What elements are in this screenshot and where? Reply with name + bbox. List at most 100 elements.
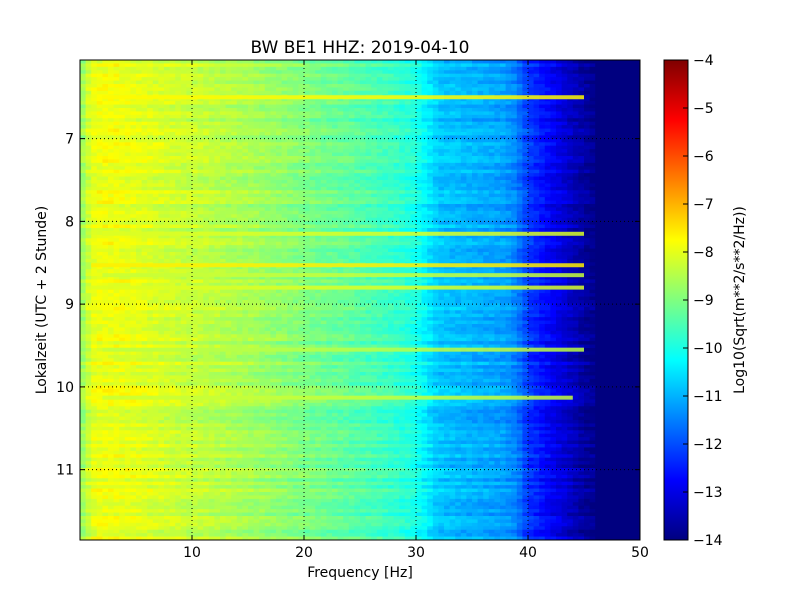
heatmap-cell xyxy=(130,200,137,205)
heatmap-cell xyxy=(326,210,333,215)
heatmap-cell xyxy=(309,66,316,71)
heatmap-cell xyxy=(556,80,563,85)
heatmap-cell xyxy=(416,97,423,102)
heatmap-cell xyxy=(500,104,507,109)
heatmap-cell xyxy=(416,80,423,85)
heatmap-cell xyxy=(483,142,490,147)
heatmap-cell xyxy=(522,114,529,119)
heatmap-cell xyxy=(623,80,630,85)
heatmap-cell xyxy=(572,149,579,154)
heatmap-cell xyxy=(522,204,529,209)
heatmap-cell xyxy=(192,200,199,205)
heatmap-cell xyxy=(113,152,120,157)
heatmap-cell xyxy=(628,121,635,126)
heatmap-cell xyxy=(259,162,266,167)
heatmap-cell xyxy=(141,214,148,219)
heatmap-cell xyxy=(164,138,171,143)
heatmap-cell xyxy=(600,135,607,140)
heatmap-cell xyxy=(556,162,563,167)
heatmap-cell xyxy=(124,173,131,178)
heatmap-cell xyxy=(220,180,227,185)
heatmap-cell xyxy=(444,204,451,209)
heatmap-cell xyxy=(332,180,339,185)
heatmap-cell xyxy=(169,190,176,195)
heatmap-cell xyxy=(572,210,579,215)
heatmap-cell xyxy=(460,114,467,119)
heatmap-cell xyxy=(550,228,557,233)
heatmap-cell xyxy=(192,77,199,82)
heatmap-cell xyxy=(505,135,512,140)
heatmap-cell xyxy=(483,224,490,229)
heatmap-cell xyxy=(80,217,87,222)
heatmap-cell xyxy=(309,84,316,89)
heatmap-cell xyxy=(505,132,512,137)
heatmap-cell xyxy=(589,97,596,102)
heatmap-cell xyxy=(203,228,210,233)
heatmap-cell xyxy=(617,94,624,99)
heatmap-cell xyxy=(91,180,98,185)
heatmap-cell xyxy=(410,217,417,222)
heatmap-cell xyxy=(270,149,277,154)
heatmap-cell xyxy=(214,228,221,233)
heatmap-cell xyxy=(488,149,495,154)
heatmap-cell xyxy=(460,73,467,78)
heatmap-cell xyxy=(80,221,87,226)
heatmap-cell xyxy=(432,97,439,102)
heatmap-cell xyxy=(96,80,103,85)
heatmap-cell xyxy=(365,77,372,82)
heatmap-cell xyxy=(276,162,283,167)
heatmap-cell xyxy=(231,149,238,154)
heatmap-cell xyxy=(421,228,428,233)
heatmap-cell xyxy=(494,118,501,123)
heatmap-cell xyxy=(208,214,215,219)
heatmap-cell xyxy=(180,193,187,198)
heatmap-cell xyxy=(186,156,193,161)
heatmap-cell xyxy=(192,132,199,137)
heatmap-cell xyxy=(164,159,171,164)
heatmap-cell xyxy=(472,156,479,161)
heatmap-cell xyxy=(556,87,563,92)
heatmap-cell xyxy=(444,169,451,174)
heatmap-cell xyxy=(393,186,400,191)
heatmap-cell xyxy=(80,200,87,205)
heatmap-cell xyxy=(315,90,322,95)
heatmap-cell xyxy=(80,142,87,147)
heatmap-cell xyxy=(388,80,395,85)
heatmap-cell xyxy=(236,80,243,85)
heatmap-cell xyxy=(505,214,512,219)
heatmap-cell xyxy=(584,217,591,222)
heatmap-cell xyxy=(483,217,490,222)
heatmap-cell xyxy=(477,97,484,102)
heatmap-cell xyxy=(511,162,518,167)
heatmap-cell xyxy=(231,224,238,229)
heatmap-cell xyxy=(85,114,92,119)
heatmap-cell xyxy=(208,101,215,106)
heatmap-cell xyxy=(292,210,299,215)
heatmap-cell xyxy=(522,66,529,71)
heatmap-cell xyxy=(382,138,389,143)
heatmap-cell xyxy=(550,183,557,188)
heatmap-cell xyxy=(281,162,288,167)
heatmap-cell xyxy=(432,63,439,68)
heatmap-cell xyxy=(136,104,143,109)
heatmap-cell xyxy=(567,66,574,71)
heatmap-cell xyxy=(584,73,591,78)
heatmap-cell xyxy=(628,183,635,188)
heatmap-cell xyxy=(203,221,210,226)
heatmap-cell xyxy=(360,63,367,68)
heatmap-cell xyxy=(388,101,395,106)
heatmap-cell xyxy=(108,70,115,75)
heatmap-cell xyxy=(365,97,372,102)
heatmap-cell xyxy=(376,176,383,181)
heatmap-cell xyxy=(427,135,434,140)
heatmap-cell xyxy=(533,224,540,229)
heatmap-cell xyxy=(522,63,529,68)
heatmap-cell xyxy=(276,190,283,195)
heatmap-cell xyxy=(292,114,299,119)
heatmap-cell xyxy=(455,197,462,202)
heatmap-cell xyxy=(96,97,103,102)
heatmap-cell xyxy=(231,186,238,191)
heatmap-cell xyxy=(309,204,316,209)
heatmap-cell xyxy=(203,135,210,140)
heatmap-cell xyxy=(404,200,411,205)
